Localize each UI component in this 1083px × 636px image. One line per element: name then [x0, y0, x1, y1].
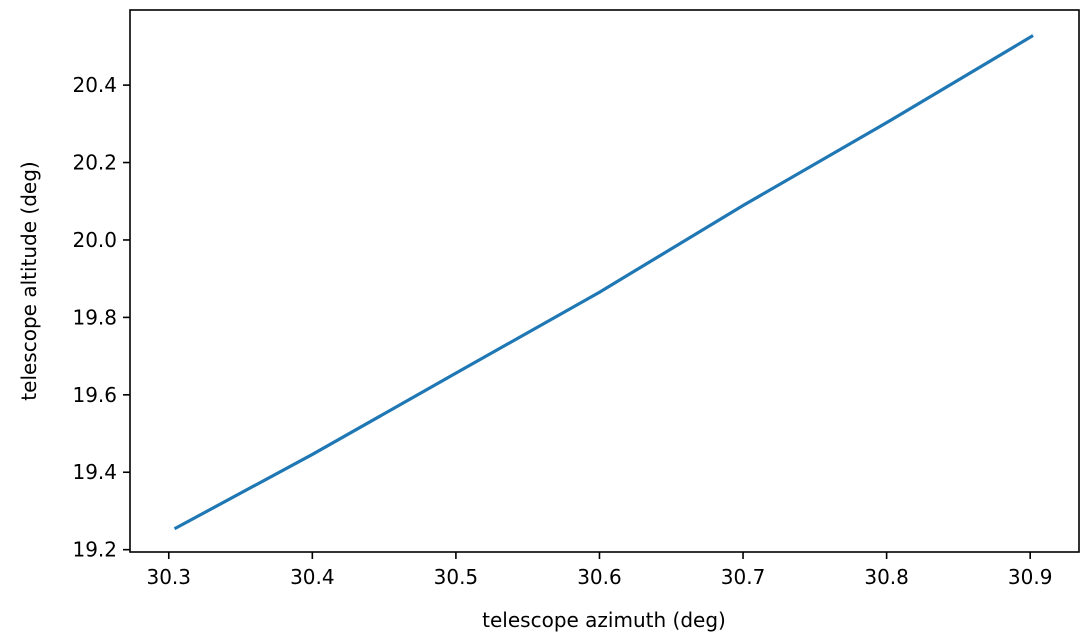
y-axis: 19.2 19.4 19.6 19.8 20.0 20.2 20.4 [72, 73, 130, 562]
y-tick-label: 20.2 [72, 151, 117, 175]
x-tick-label: 30.7 [721, 565, 766, 589]
series-layer [173, 34, 1034, 531]
plot-area [129, 9, 1080, 553]
x-tick-label: 30.9 [1008, 565, 1053, 589]
x-axis-label: telescope azimuth (deg) [482, 608, 726, 632]
y-tick-label: 19.8 [72, 305, 117, 329]
x-tick-label: 30.6 [577, 565, 622, 589]
y-tick-label: 19.6 [72, 383, 117, 407]
x-tick-label: 30.5 [434, 565, 479, 589]
series-line [173, 34, 1034, 531]
y-tick-label: 19.2 [72, 538, 117, 562]
x-tick-label: 30.4 [290, 565, 335, 589]
y-tick-label: 19.4 [72, 460, 117, 484]
x-axis: 30.3 30.4 30.5 30.6 30.7 30.8 30.9 [146, 552, 1052, 589]
y-tick-label: 20.4 [72, 73, 117, 97]
x-tick-label: 30.3 [146, 565, 191, 589]
y-axis-label: telescope altitude (deg) [17, 161, 41, 400]
y-tick-label: 20.0 [72, 228, 117, 252]
x-tick-label: 30.8 [864, 565, 909, 589]
